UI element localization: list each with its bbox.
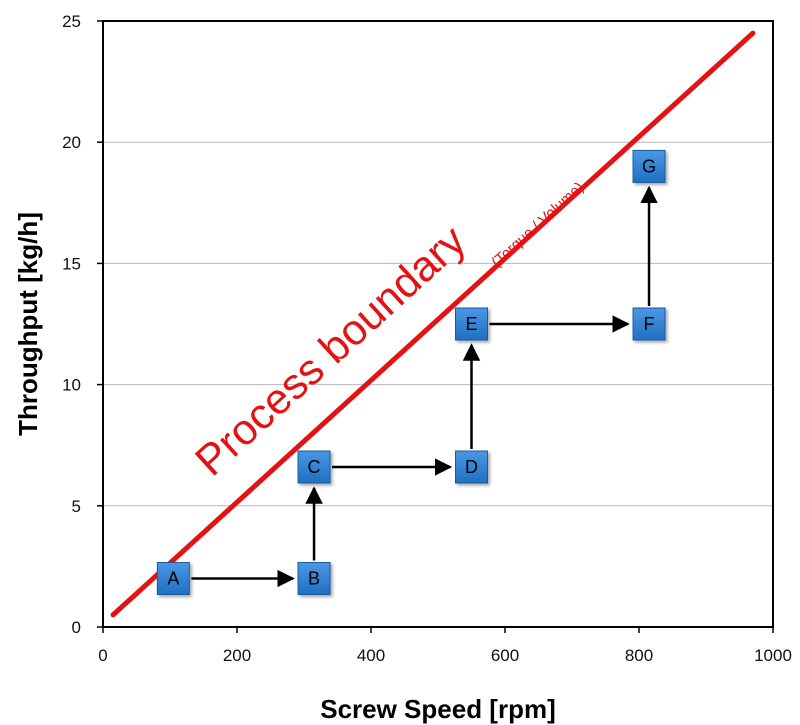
x-tick-label: 0	[98, 646, 107, 665]
point-label: D	[465, 457, 478, 477]
x-tick-label: 600	[491, 646, 519, 665]
point-marker	[156, 562, 190, 596]
process-boundary-sublabel: (Torque / Volume)	[488, 179, 587, 271]
point-e: E	[455, 307, 488, 341]
point-c: C	[297, 450, 331, 484]
point-marker	[455, 307, 488, 341]
point-marker	[455, 450, 488, 484]
point-label: F	[644, 314, 655, 334]
point-f: F	[632, 307, 666, 341]
operating-points: A B C D E F G	[156, 149, 666, 596]
y-tick-label: 20	[62, 133, 81, 152]
axis-ticks: 0 200 400 600 800 1000 0 5 10 15 20 25	[62, 12, 792, 665]
point-label: B	[308, 569, 320, 589]
point-label: E	[465, 314, 477, 334]
x-tick-label: 400	[357, 646, 385, 665]
y-tick-label: 0	[72, 618, 81, 637]
point-label: G	[642, 156, 656, 176]
point-marker	[297, 450, 331, 484]
point-b: B	[297, 562, 331, 596]
point-label: C	[308, 457, 321, 477]
y-tick-label: 5	[72, 497, 81, 516]
x-tick-label: 1000	[754, 646, 792, 665]
x-tick-label: 200	[223, 646, 251, 665]
point-marker	[297, 562, 331, 596]
process-boundary-label: Process boundary	[186, 216, 475, 485]
y-tick-label: 10	[62, 376, 81, 395]
y-tick-label: 15	[62, 254, 81, 273]
point-g: G	[632, 149, 666, 183]
plot-area-frame	[102, 20, 774, 628]
point-a: A	[156, 562, 190, 596]
process-boundary-line	[110, 30, 756, 618]
point-marker	[632, 307, 666, 341]
x-axis-title: Screw Speed [rpm]	[320, 694, 556, 724]
y-axis-title: Throughput [kg/h]	[13, 212, 43, 436]
grid-lines	[103, 141, 773, 507]
x-tick-label: 800	[625, 646, 653, 665]
point-d: D	[455, 450, 488, 484]
point-marker	[632, 149, 666, 183]
point-label: A	[167, 569, 179, 589]
transition-arrows	[191, 185, 658, 588]
y-tick-label: 25	[62, 12, 81, 31]
